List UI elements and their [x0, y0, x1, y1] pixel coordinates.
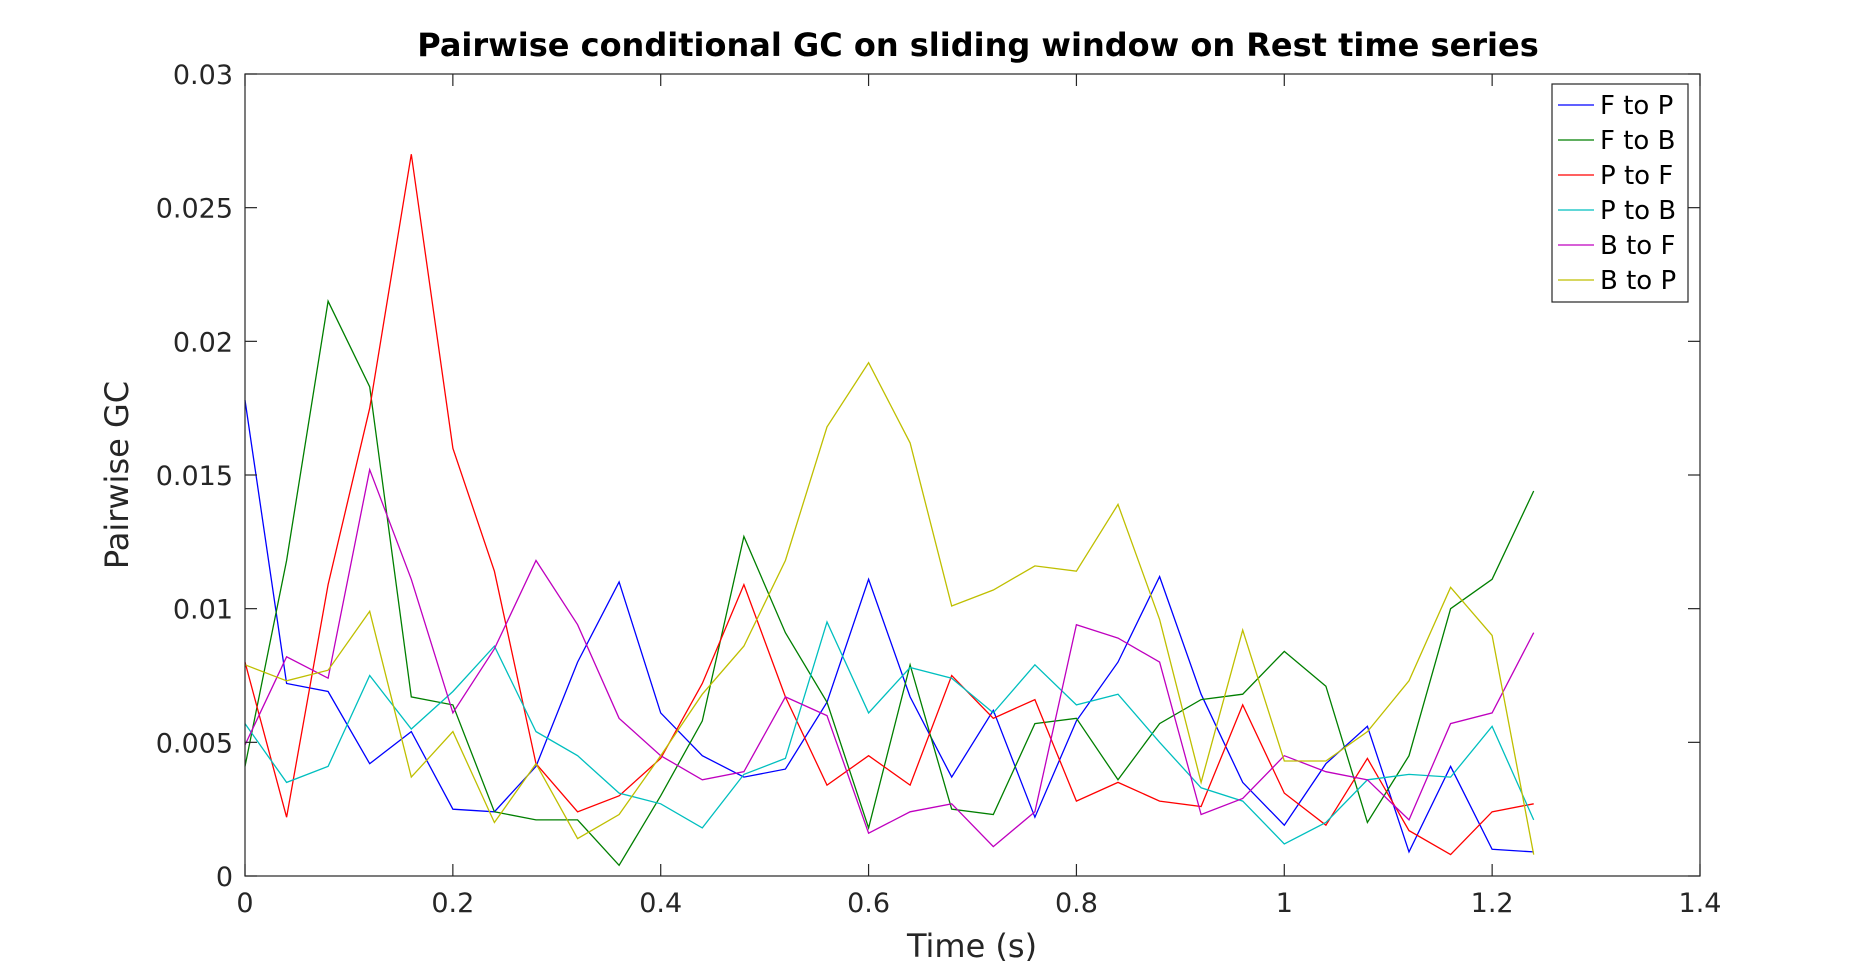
series-line-f-to-b [244, 299, 1535, 867]
y-tick-label: 0.03 [173, 60, 233, 91]
series-line-b-to-p [244, 361, 1535, 855]
x-tick-label: 0.6 [847, 888, 890, 919]
legend-label: B to F [1600, 231, 1675, 261]
legend-box [1551, 83, 1689, 303]
x-tick-label: 1.2 [1471, 888, 1514, 919]
y-tick-label: 0.01 [173, 595, 233, 626]
x-tick-label: 1.4 [1679, 888, 1722, 919]
series-line-p-to-f [244, 154, 1534, 856]
legend: F to P F to B P to F P to B B to F B to P [1551, 83, 1689, 303]
x-tick-label: 0.2 [431, 888, 474, 919]
legend-label: P to B [1600, 196, 1676, 226]
legend-label: F to B [1600, 126, 1675, 156]
x-tick-label: 1 [1276, 888, 1293, 919]
legend-label: F to P [1600, 91, 1673, 121]
plot-area [245, 74, 1700, 876]
y-tick-label: 0 [216, 862, 233, 893]
x-axis-label: Time (s) [906, 927, 1037, 965]
series-line-b-to-f [244, 467, 1535, 848]
legend-label: B to P [1600, 266, 1676, 296]
y-tick-label: 0.015 [156, 461, 233, 492]
chart-title: Pairwise conditional GC on sliding windo… [417, 26, 1539, 64]
x-tick-label: 0.8 [1055, 888, 1098, 919]
x-tick-label: 0.4 [639, 888, 682, 919]
y-tick-label: 0.025 [156, 194, 233, 225]
y-axis-label: Pairwise GC [98, 381, 136, 569]
y-tick-label: 0.005 [156, 728, 233, 759]
y-tick-label: 0.02 [173, 327, 233, 358]
legend-label: P to F [1600, 161, 1673, 191]
ticks-layer: 0 0.2 0.4 0.6 0.8 1 1.2 1.4 0 0.005 0.01 0.015 0.02 0… [156, 60, 1722, 919]
series-line-f-to-p [244, 400, 1534, 854]
x-tick-label: 0 [236, 888, 253, 919]
series-layer [244, 154, 1535, 867]
series-line-p-to-b [244, 620, 1535, 845]
